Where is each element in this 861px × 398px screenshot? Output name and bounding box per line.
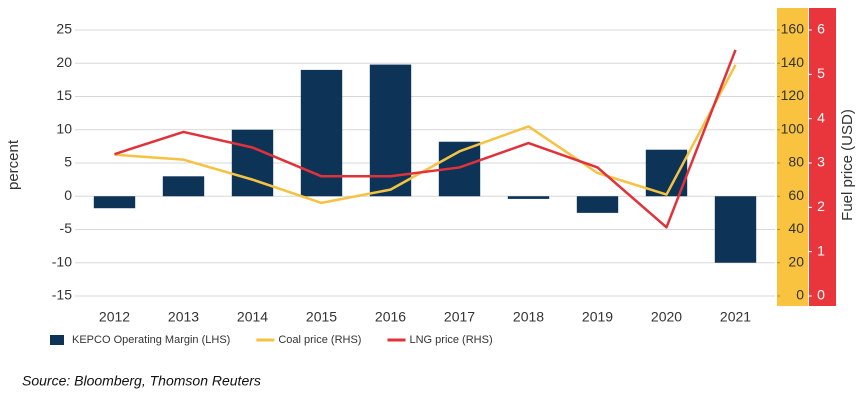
y-tick-label: -5 <box>60 220 73 236</box>
y2-tick-label: 40 <box>788 220 804 236</box>
x-tick-label: 2017 <box>444 309 475 325</box>
y2-tick-label: 100 <box>781 120 805 136</box>
y3-tick-label: 6 <box>817 21 825 37</box>
legend-swatch <box>50 335 64 345</box>
y3-tick-label: 0 <box>817 287 825 303</box>
x-tick-label: 2016 <box>375 309 406 325</box>
y-tick-label: 5 <box>64 154 72 170</box>
source-note: Source: Bloomberg, Thomson Reuters <box>22 373 261 389</box>
bar <box>231 129 274 197</box>
x-tick-label: 2012 <box>99 309 130 325</box>
x-tick-label: 2013 <box>168 309 199 325</box>
x-tick-label: 2020 <box>651 309 682 325</box>
y2-tick-label: 60 <box>788 187 804 203</box>
y-axis-label: percent <box>5 139 22 190</box>
legend-label: LNG price (RHS) <box>409 334 492 346</box>
bar <box>576 196 619 213</box>
y3-tick-label: 2 <box>817 198 825 214</box>
y-tick-label: 25 <box>56 21 72 37</box>
x-tick-label: 2015 <box>306 309 337 325</box>
y3-tick-label: 5 <box>817 65 825 81</box>
y3-tick-label: 1 <box>817 242 825 258</box>
y2-tick-label: 80 <box>788 154 804 170</box>
line <box>114 49 737 229</box>
y-tick-label: 10 <box>56 120 72 136</box>
y-tick-label: -10 <box>52 253 72 269</box>
y2-axis-label: Fuel price (USD) <box>839 109 856 221</box>
y-tick-label: 20 <box>56 54 72 70</box>
y2-tick-label: 0 <box>796 287 804 303</box>
bar <box>507 196 550 199</box>
y-tick-label: -15 <box>52 287 72 303</box>
y-tick-label: 15 <box>56 87 72 103</box>
y3-tick-label: 3 <box>817 154 825 170</box>
bar <box>93 196 136 209</box>
x-tick-label: 2018 <box>513 309 544 325</box>
y3-tick-label: 4 <box>817 109 825 125</box>
lng-axis-band <box>809 8 836 306</box>
y2-tick-label: 20 <box>788 253 804 269</box>
x-tick-label: 2021 <box>720 309 751 325</box>
x-tick-label: 2019 <box>582 309 613 325</box>
bar <box>714 196 757 263</box>
legend-label: KEPCO Operating Margin (LHS) <box>72 334 230 346</box>
y2-tick-label: 140 <box>781 54 805 70</box>
y2-tick-label: 160 <box>781 21 805 37</box>
coal-axis-band <box>777 8 808 306</box>
bar <box>162 176 205 197</box>
x-tick-label: 2014 <box>237 309 268 325</box>
y-tick-label: 0 <box>64 187 72 203</box>
legend-label: Coal price (RHS) <box>278 334 361 346</box>
line <box>114 64 737 205</box>
y2-tick-label: 120 <box>781 87 805 103</box>
legend: KEPCO Operating Margin (LHS) Coal price (… <box>50 334 493 346</box>
